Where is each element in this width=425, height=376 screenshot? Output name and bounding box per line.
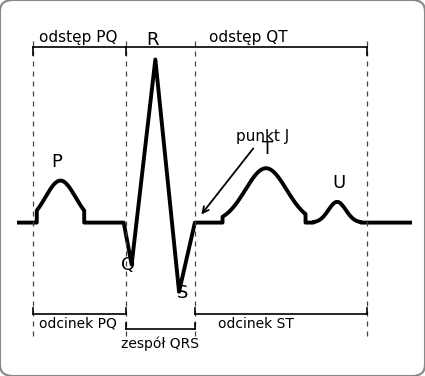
Text: odcinek PQ: odcinek PQ <box>40 317 117 331</box>
Text: odstęp QT: odstęp QT <box>209 30 288 45</box>
Text: S: S <box>176 284 188 302</box>
Text: odcinek ST: odcinek ST <box>218 317 294 331</box>
Text: P: P <box>51 153 62 171</box>
Text: zespół QRS: zespół QRS <box>121 337 199 351</box>
Text: U: U <box>332 174 346 192</box>
Text: T: T <box>262 140 274 158</box>
Text: Q: Q <box>122 256 136 274</box>
Text: punkt J: punkt J <box>203 129 289 213</box>
Text: R: R <box>146 30 159 49</box>
Text: odstęp PQ: odstęp PQ <box>39 30 118 45</box>
